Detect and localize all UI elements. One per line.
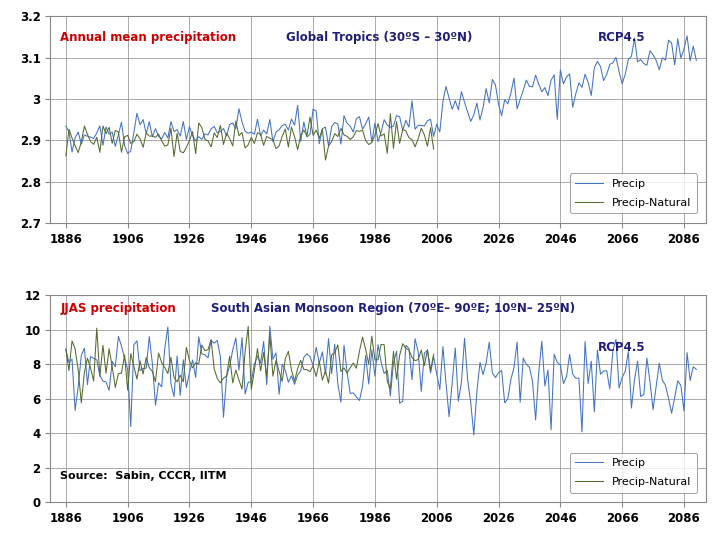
Line: Precip: Precip <box>66 36 696 153</box>
Precip <box>460 335 469 341</box>
Text: JJAS precipitation: JJAS precipitation <box>60 302 176 315</box>
Precip <box>61 346 70 353</box>
Line: Precip: Precip <box>66 326 696 435</box>
Legend: Precip, Precip-Natural: Precip, Precip-Natural <box>570 453 697 492</box>
Precip <box>491 82 500 88</box>
Precip <box>448 106 456 112</box>
Precip <box>692 366 701 373</box>
Precip-Natural <box>61 153 70 159</box>
Precip <box>142 365 150 372</box>
Precip <box>683 32 691 39</box>
Text: South Asian Monsoon Region (70ºE– 90ºE; 10ºN– 25ºN): South Asian Monsoon Region (70ºE– 90ºE; … <box>211 302 575 315</box>
Precip <box>61 123 70 130</box>
Precip <box>494 369 503 376</box>
Precip <box>266 323 274 329</box>
Precip <box>692 57 701 64</box>
Text: Source:  Sabin, CCCR, IITM: Source: Sabin, CCCR, IITM <box>60 471 227 481</box>
Precip <box>145 118 153 125</box>
Precip <box>411 335 420 342</box>
Precip-Natural <box>142 130 150 136</box>
Text: RCP4.5: RCP4.5 <box>598 31 645 44</box>
Precip <box>642 355 651 361</box>
Precip-Natural <box>408 137 416 143</box>
Precip-Natural <box>408 354 416 361</box>
Precip <box>411 126 420 132</box>
Text: RCP4.5: RCP4.5 <box>598 341 645 354</box>
Precip <box>448 379 456 386</box>
Precip <box>460 99 469 105</box>
Legend: Precip, Precip-Natural: Precip, Precip-Natural <box>570 173 697 213</box>
Precip <box>469 432 478 438</box>
Line: Precip-Natural: Precip-Natural <box>66 114 433 160</box>
Precip <box>123 150 132 157</box>
Text: Annual mean precipitation: Annual mean precipitation <box>60 31 236 44</box>
Precip-Natural <box>61 346 70 352</box>
Precip-Natural <box>142 354 150 361</box>
Text: Global Tropics (30ºS – 30ºN): Global Tropics (30ºS – 30ºN) <box>287 31 472 44</box>
Line: Precip-Natural: Precip-Natural <box>66 326 433 403</box>
Precip <box>639 60 648 67</box>
